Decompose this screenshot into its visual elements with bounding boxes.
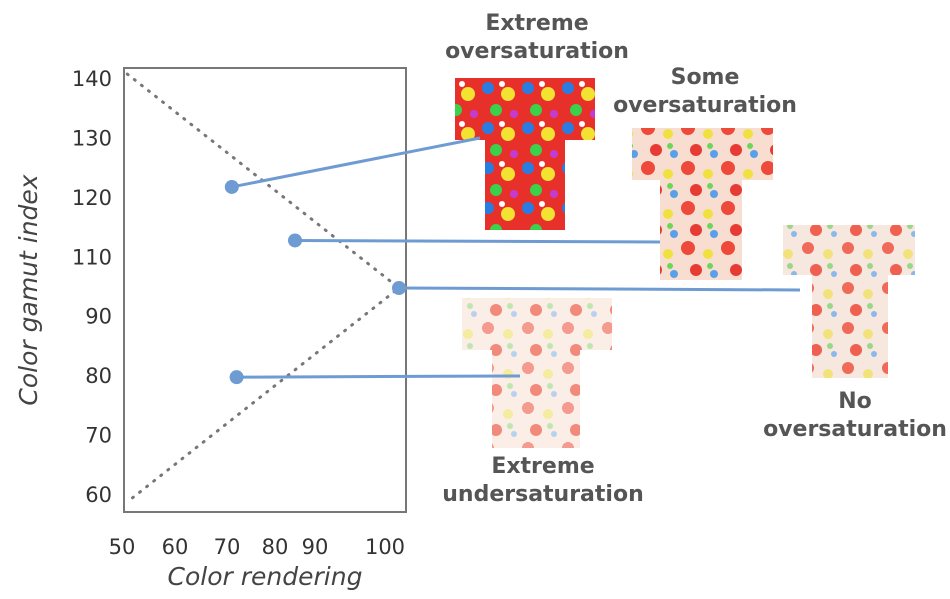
x-tick-label: 100	[365, 535, 405, 559]
y-tick-label: 70	[85, 424, 112, 448]
chart: Color rendering Color gamut index 50 60 70…	[0, 0, 950, 599]
x-tick-label: 60	[162, 535, 189, 559]
point	[230, 370, 244, 384]
y-tick-label: 60	[85, 483, 112, 507]
annotation: Extreme oversaturation	[437, 10, 637, 66]
connector	[399, 288, 800, 290]
x-tick-label: 90	[302, 535, 329, 559]
y-tick-label: 140	[72, 67, 112, 91]
connector	[237, 376, 520, 377]
shirt-extreme-over	[455, 78, 595, 230]
figure: Color rendering Color gamut index 50 60 70…	[0, 0, 950, 599]
connector	[295, 240, 660, 242]
shirt-extreme-under	[462, 298, 612, 448]
x-axis-label: Color rendering	[168, 562, 363, 591]
shirt-no-over	[783, 225, 915, 378]
annotation: No oversaturation	[760, 388, 950, 444]
y-tick-label: 110	[72, 245, 112, 269]
y-tick-label: 120	[72, 186, 112, 210]
y-tick-label: 90	[85, 305, 112, 329]
x-tick-label: 80	[262, 535, 289, 559]
annotation: Extreme undersaturation	[433, 453, 653, 509]
point	[288, 233, 302, 247]
plot-frame	[124, 68, 406, 512]
boundary-line	[127, 74, 399, 502]
y-tick-label: 80	[85, 364, 112, 388]
x-tick-label: 50	[109, 535, 136, 559]
shirt-some-over	[632, 128, 773, 280]
point	[225, 180, 239, 194]
point	[392, 281, 406, 295]
x-tick-label: 70	[214, 535, 241, 559]
y-tick-label: 130	[72, 126, 112, 150]
y-axis-label: Color gamut index	[14, 174, 43, 405]
connector	[232, 138, 480, 187]
annotation: Some oversaturation	[610, 64, 800, 120]
